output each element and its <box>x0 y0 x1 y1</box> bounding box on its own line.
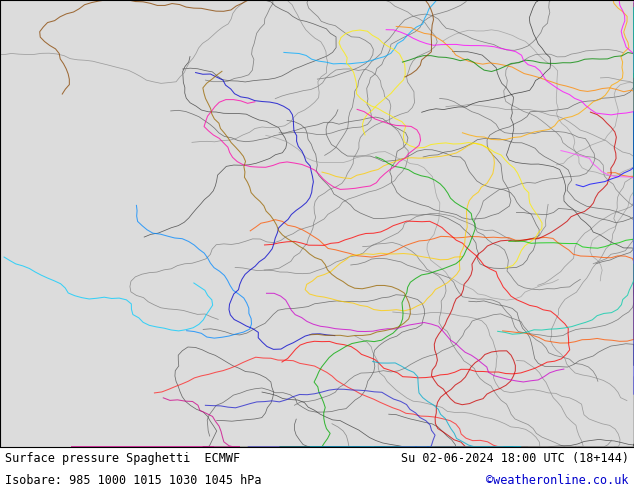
Text: Su 02-06-2024 18:00 UTC (18+144): Su 02-06-2024 18:00 UTC (18+144) <box>401 452 629 466</box>
Text: Surface pressure Spaghetti  ECMWF: Surface pressure Spaghetti ECMWF <box>5 452 240 466</box>
Text: ©weatheronline.co.uk: ©weatheronline.co.uk <box>486 474 629 487</box>
Text: Isobare: 985 1000 1015 1030 1045 hPa: Isobare: 985 1000 1015 1030 1045 hPa <box>5 474 262 487</box>
